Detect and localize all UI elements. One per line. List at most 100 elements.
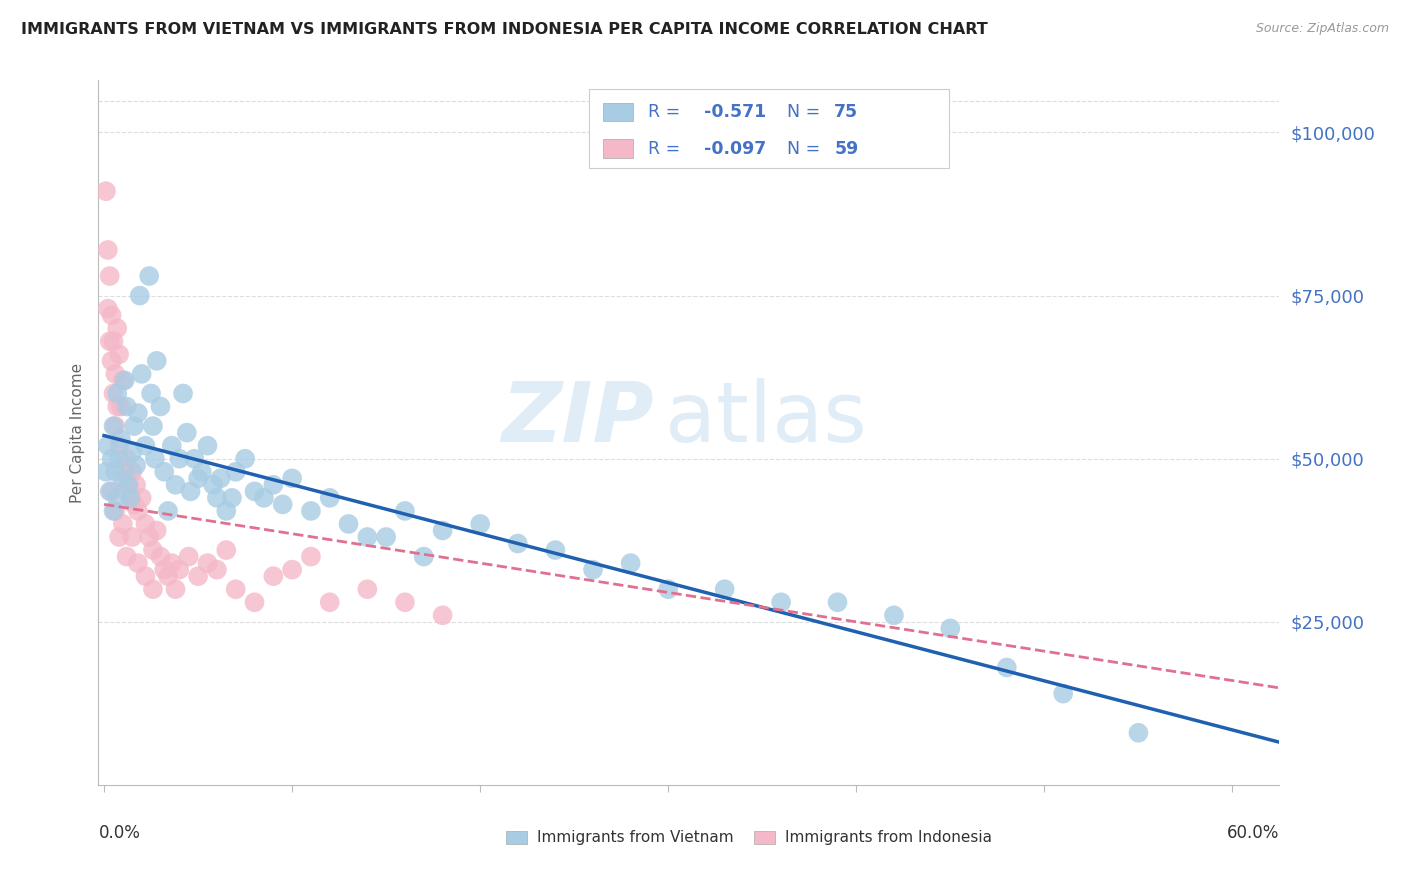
Point (149, 400, 172, 414)
Point (98, 334, 121, 349)
Point (713, 582, 735, 597)
Point (115, 400, 138, 414)
Point (138, 268, 160, 283)
Bar (603, 139, 634, 158)
Point (128, 288, 150, 302)
Point (117, 478, 139, 492)
Point (271, 497, 294, 511)
Point (142, 582, 165, 597)
Point (153, 563, 176, 577)
Text: 0.0%: 0.0% (98, 823, 141, 842)
Point (134, 569, 156, 583)
Point (104, 465, 127, 479)
Point (356, 530, 378, 544)
Point (122, 497, 145, 511)
Point (120, 491, 142, 505)
Point (221, 491, 243, 505)
Point (394, 504, 416, 518)
Point (770, 595, 793, 609)
Point (187, 569, 209, 583)
Text: 60.0%: 60.0% (1227, 823, 1279, 842)
Text: atlas: atlas (665, 378, 868, 459)
Point (111, 471, 134, 485)
Point (117, 478, 139, 492)
Point (97, 243, 120, 257)
Point (104, 367, 127, 381)
Point (281, 563, 304, 577)
Point (145, 524, 167, 538)
Text: ZIP: ZIP (501, 378, 654, 459)
Point (202, 478, 225, 492)
Point (120, 491, 142, 505)
Point (100, 451, 122, 466)
Point (356, 582, 378, 597)
Point (169, 563, 191, 577)
FancyBboxPatch shape (589, 89, 949, 169)
Point (883, 608, 905, 623)
Point (131, 367, 153, 381)
Point (506, 536, 529, 550)
Point (104, 504, 127, 518)
Point (115, 549, 138, 564)
Point (205, 491, 228, 505)
Point (121, 465, 143, 479)
Point (103, 334, 125, 349)
Point (165, 478, 187, 492)
Point (177, 549, 200, 564)
Point (105, 386, 128, 401)
Point (995, 660, 1018, 674)
Point (110, 432, 132, 446)
Point (127, 406, 149, 420)
Point (262, 478, 284, 492)
Point (156, 569, 179, 583)
Point (319, 491, 342, 505)
Point (115, 451, 138, 466)
Point (253, 491, 276, 505)
Point (121, 530, 143, 544)
Point (657, 582, 679, 597)
Text: Source: ZipAtlas.com: Source: ZipAtlas.com (1256, 22, 1389, 36)
Point (215, 543, 238, 558)
Point (100, 354, 122, 368)
Text: 59: 59 (834, 140, 859, 158)
Point (544, 543, 567, 558)
Text: N =: N = (787, 140, 825, 158)
Point (375, 530, 398, 544)
Point (97, 439, 120, 453)
Point (108, 451, 131, 466)
Point (299, 549, 322, 564)
Text: N =: N = (787, 103, 825, 121)
Point (180, 484, 202, 499)
Point (127, 504, 149, 518)
Point (121, 445, 143, 459)
Point (105, 321, 128, 335)
Text: 75: 75 (834, 103, 858, 121)
Point (134, 516, 156, 531)
Point (169, 451, 191, 466)
Point (125, 478, 148, 492)
Point (215, 504, 238, 518)
Point (582, 563, 605, 577)
Point (134, 439, 156, 453)
Point (98, 484, 121, 499)
Text: -0.097: -0.097 (704, 140, 766, 158)
Point (97, 301, 120, 316)
Point (225, 582, 247, 597)
Point (122, 419, 145, 434)
Point (153, 465, 176, 479)
Point (103, 386, 125, 401)
Point (100, 308, 122, 322)
Point (160, 556, 183, 570)
Text: R =: R = (648, 140, 685, 158)
Point (299, 504, 322, 518)
Point (111, 373, 134, 387)
Point (432, 608, 454, 623)
Point (98, 268, 121, 283)
Point (104, 419, 127, 434)
Point (105, 400, 128, 414)
Bar (603, 103, 634, 121)
Point (394, 595, 416, 609)
Bar (754, 831, 775, 844)
Point (108, 347, 131, 361)
Point (111, 516, 134, 531)
